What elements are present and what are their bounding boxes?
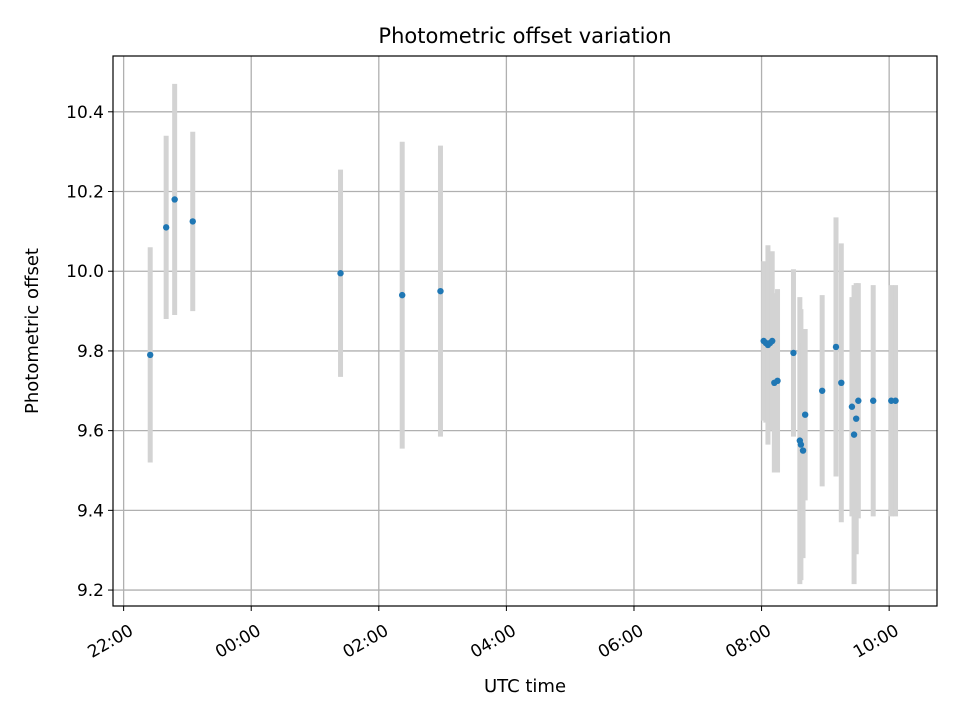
data-point: [832, 343, 840, 351]
data-point: [848, 403, 856, 410]
data-point: [398, 291, 406, 299]
data-point: [850, 431, 858, 438]
y-tick-label: 10.2: [66, 183, 104, 203]
data-point: [189, 218, 196, 225]
data-point: [337, 270, 344, 277]
x-axis-title: UTC time: [484, 676, 566, 697]
data-point: [162, 224, 170, 231]
data-point: [147, 351, 154, 359]
data-point: [852, 415, 860, 422]
data-point: [818, 387, 826, 394]
chart-title: Photometric offset variation: [378, 24, 671, 48]
y-tick-label: 9.6: [77, 422, 104, 442]
data-points: [147, 196, 899, 454]
data-point: [774, 377, 781, 385]
y-tick-label: 10.0: [66, 262, 104, 282]
data-point: [870, 397, 877, 404]
y-axis-title: Photometric offset: [22, 248, 43, 414]
data-point: [769, 337, 776, 345]
y-tick-label: 10.4: [66, 103, 104, 123]
data-point: [801, 411, 809, 418]
y-tick-label: 9.8: [77, 342, 104, 362]
data-point: [799, 447, 807, 454]
y-tick-label: 9.2: [77, 581, 104, 601]
data-point: [838, 379, 845, 387]
data-point: [171, 196, 178, 203]
y-tick-label: 9.4: [77, 501, 104, 521]
data-point: [855, 397, 862, 404]
data-point: [797, 441, 805, 448]
data-point: [892, 397, 899, 404]
data-point: [790, 349, 797, 357]
data-point: [437, 287, 444, 295]
plot-frame: [112, 55, 938, 607]
